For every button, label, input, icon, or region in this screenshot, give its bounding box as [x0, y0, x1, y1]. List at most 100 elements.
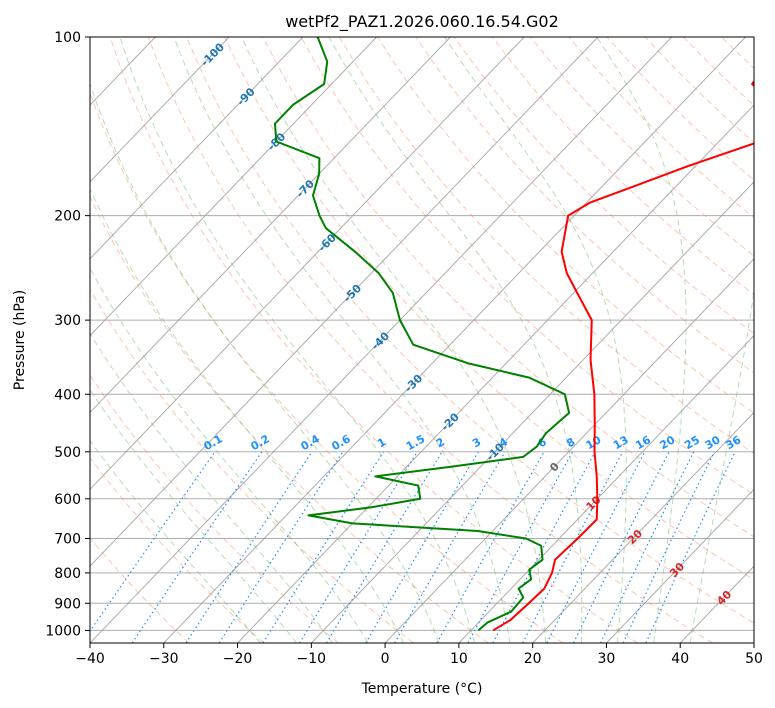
y-tick-label: 900: [54, 596, 81, 612]
isotherm-line: [384, 258, 754, 643]
axes: −40 −30 −20 −10 0 10 20 30 40 50 100 200 300 400 500 60…: [45, 30, 763, 667]
dry-adiabat: [644, 37, 754, 144]
x-tick-label: −30: [149, 651, 179, 667]
dry-adiabat: [721, 37, 754, 69]
isotherm-line: [532, 411, 754, 643]
dry-adiabat: [90, 456, 265, 643]
plot-area: 0.1 0.2 0.4 0.6 1 1.5 2 3 4 6 8 10 13 16 20 25 30 36-100-…: [0, 37, 775, 643]
dry-adiabat: [90, 195, 489, 643]
isotherm-line: [753, 642, 754, 643]
x-tick-label: −40: [75, 651, 105, 667]
dewpoint-profile: [273, 37, 571, 632]
mixing-ratio-line: [218, 451, 344, 643]
y-tick-label: 1000: [45, 623, 81, 639]
isotherm-line: [90, 37, 451, 414]
moist-adiabat: [90, 82, 440, 643]
moist-adiabat: [119, 37, 475, 643]
moist-adiabat: [596, 37, 687, 643]
moist-adiabat: [90, 267, 369, 643]
mixing-ratio-label: 25: [682, 433, 702, 452]
moist-adiabat: [328, 37, 583, 643]
dry-adiabat: [300, 37, 754, 496]
mixing-ratio-label: 3: [470, 435, 483, 450]
moist-adiabat: [90, 332, 333, 643]
isotherm-label: -100: [198, 40, 227, 69]
isotherm-line: [90, 37, 378, 337]
dry-adiabat: [453, 37, 754, 335]
mixing-ratio-label: 1.5: [404, 432, 427, 453]
mixing-ratio-line: [600, 451, 695, 643]
dry-adiabat: [186, 37, 754, 624]
mixing-ratio-line: [436, 451, 545, 643]
isotherm-line: [458, 334, 754, 643]
mixing-ratio-line: [131, 451, 263, 643]
x-tick-label: 50: [745, 651, 763, 667]
isotherm-line: [237, 104, 754, 643]
x-axis-title: Temperature (°C): [361, 681, 483, 697]
mixing-ratio-line: [90, 451, 216, 633]
isotherm-line: [163, 37, 746, 643]
dry-adiabat: [147, 37, 713, 643]
y-tick-label: 500: [54, 445, 81, 461]
dry-adiabat: [90, 288, 414, 643]
mixing-ratio-label: 16: [633, 433, 653, 452]
moist-adiabat: [90, 388, 297, 643]
plot-border: [89, 36, 755, 644]
y-tick-label: 300: [54, 313, 81, 329]
plot-frame: [89, 36, 755, 644]
chart-title: wetPf2_PAZ1.2026.060.16.54.G02: [285, 12, 559, 32]
mixing-ratio-line: [185, 451, 313, 643]
x-tick-label: 30: [598, 651, 616, 667]
y-tick-label: 800: [54, 566, 81, 582]
x-tick-label: 0: [381, 651, 390, 667]
dry-adiabat: [760, 37, 775, 643]
dry-adiabat: [377, 37, 754, 414]
x-tick-label: 40: [671, 651, 689, 667]
mixing-ratio-line: [492, 451, 596, 643]
x-tick-label: 20: [524, 651, 542, 667]
mixing-ratio-label: 1: [375, 435, 388, 450]
isotherm-line: [679, 565, 754, 643]
dry-adiabat: [262, 37, 754, 538]
moist-adiabat: [90, 439, 261, 643]
isotherm-line: [90, 37, 599, 567]
mixing-ratio-label: 20: [657, 433, 677, 452]
dry-adiabat: [568, 37, 754, 219]
dry-adiabat: [109, 37, 639, 643]
isotherm-line: [310, 181, 754, 643]
moist-adiabat: [173, 37, 511, 643]
mixing-ratio-label: 30: [703, 433, 723, 452]
mixing-ratio-line: [365, 451, 479, 643]
isotherm-line: [0, 37, 8, 643]
mixing-ratio-line: [467, 451, 574, 643]
dry-adiabat: [90, 91, 564, 643]
isotherm-line: [90, 37, 525, 491]
dry-adiabat: [491, 37, 754, 296]
dry-adiabat: [530, 37, 754, 257]
mixing-ratio-line: [262, 451, 385, 643]
y-tick-label: 200: [54, 209, 81, 225]
mixing-ratio-line: [299, 451, 418, 643]
isotherm-line: [90, 37, 230, 183]
mixing-ratio-label: 0.4: [299, 432, 323, 453]
y-tick-label: 700: [54, 532, 81, 548]
mixing-ratio-line: [572, 451, 670, 643]
moist-adiabat: [90, 187, 405, 643]
y-tick-label: 600: [54, 492, 81, 508]
x-tick-label: 10: [450, 651, 468, 667]
y-tick-label: 100: [54, 30, 81, 46]
mixing-ratio-line: [622, 451, 715, 643]
mixing-ratio-label: 8: [564, 435, 577, 450]
y-tick-label: 400: [54, 387, 81, 403]
mixing-ratio-line: [394, 451, 506, 643]
temperature-profile: [492, 79, 754, 632]
dry-adiabat: [682, 37, 754, 107]
moist-adiabat: [241, 37, 547, 643]
mixing-ratio-line: [522, 451, 624, 643]
x-tick-label: −20: [223, 651, 253, 667]
moist-adiabat: [689, 287, 754, 643]
y-axis-title: Pressure (hPa): [12, 290, 28, 390]
mixing-ratio-line: [645, 451, 736, 643]
isotherm-line: [606, 488, 754, 643]
